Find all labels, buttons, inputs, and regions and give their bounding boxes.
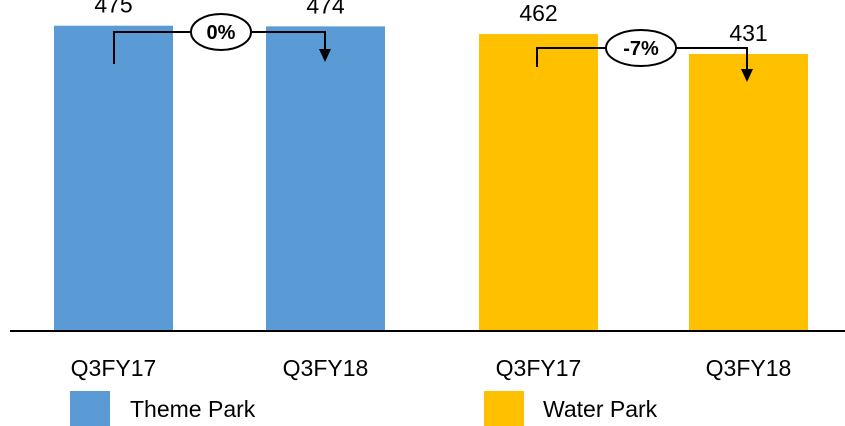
value-label-3: 431 — [729, 20, 767, 46]
value-label-2: 462 — [519, 0, 557, 26]
change-badge-label-1: -7% — [623, 38, 659, 60]
bar-3 — [689, 53, 808, 332]
legend-swatch-1 — [484, 391, 524, 426]
category-label-0: Q3FY17 — [71, 355, 157, 381]
change-badge-1 — [605, 29, 677, 67]
category-label-3: Q3FY18 — [706, 355, 792, 381]
change-badge-label-0: 0% — [207, 22, 236, 44]
change-badge-0 — [190, 13, 252, 51]
bar-1 — [266, 26, 385, 332]
bar-0 — [54, 25, 173, 331]
change-annotation-1: -7% — [536, 29, 753, 82]
bar-2 — [479, 34, 598, 331]
arrow-head-icon — [741, 69, 753, 82]
legend-label-1: Water Park — [543, 396, 658, 422]
change-annotation-0: 0% — [113, 13, 331, 64]
value-label-0: 475 — [94, 0, 132, 18]
arrow-head-icon — [319, 49, 331, 62]
legend-swatch-0 — [70, 391, 110, 426]
legend-label-0: Theme Park — [130, 396, 256, 422]
category-label-2: Q3FY17 — [496, 355, 582, 381]
category-label-1: Q3FY18 — [283, 355, 369, 381]
value-label-1: 474 — [306, 0, 345, 18]
